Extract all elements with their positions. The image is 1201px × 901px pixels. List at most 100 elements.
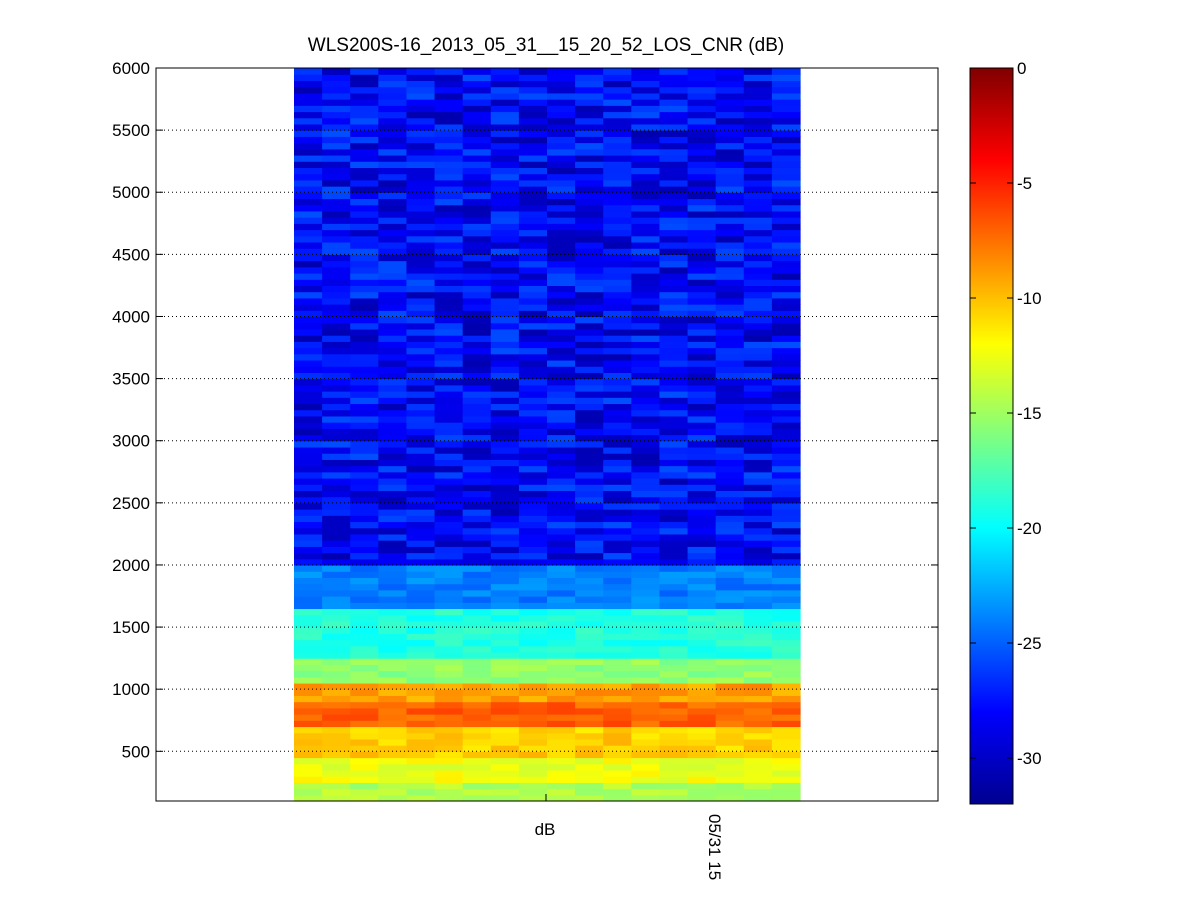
- heatmap-cell: [322, 297, 351, 305]
- heatmap-cell: [771, 751, 801, 759]
- heatmap-cell: [518, 564, 548, 572]
- heatmap-cell: [490, 651, 520, 659]
- heatmap-cell: [490, 627, 520, 634]
- heatmap-cell: [743, 86, 773, 94]
- heatmap-cell: [490, 564, 520, 572]
- heatmap-cell: [322, 391, 351, 398]
- heatmap-cell: [659, 620, 689, 628]
- heatmap-cell: [547, 471, 576, 479]
- heatmap-cell: [378, 241, 408, 249]
- heatmap-cell: [434, 757, 464, 765]
- heatmap-cell: [462, 676, 492, 684]
- heatmap-cell: [771, 186, 801, 193]
- heatmap-cell: [603, 248, 632, 255]
- heatmap-cell: [603, 366, 632, 373]
- heatmap-cell: [771, 664, 801, 672]
- heatmap-cell: [462, 316, 492, 324]
- heatmap-cell: [378, 651, 408, 659]
- heatmap-cell: [659, 477, 689, 485]
- heatmap-cell: [490, 707, 520, 715]
- heatmap-cell: [687, 415, 717, 423]
- heatmap-cell: [631, 515, 661, 523]
- heatmap-cell: [547, 651, 576, 659]
- heatmap-cell: [631, 123, 661, 131]
- heatmap-cell: [322, 527, 351, 535]
- heatmap-cell: [771, 596, 801, 603]
- heatmap-cell: [434, 111, 464, 119]
- heatmap-cell: [631, 422, 661, 429]
- heatmap-cell: [715, 658, 745, 665]
- heatmap-cell: [659, 291, 689, 299]
- heatmap-cell: [378, 210, 408, 218]
- heatmap-cell: [378, 682, 408, 690]
- heatmap-cell: [659, 179, 689, 187]
- heatmap-cell: [659, 254, 689, 262]
- heatmap-cell: [659, 353, 689, 361]
- heatmap-cell: [575, 353, 604, 361]
- heatmap-cell: [434, 341, 464, 349]
- heatmap-cell: [378, 384, 408, 392]
- heatmap-cell: [771, 502, 801, 510]
- heatmap-cell: [462, 266, 492, 274]
- heatmap-cell: [490, 372, 520, 380]
- heatmap-cell: [659, 627, 689, 634]
- heatmap-cell: [378, 633, 408, 641]
- heatmap-cell: [771, 527, 801, 535]
- heatmap-cell: [518, 527, 548, 535]
- heatmap-cell: [547, 509, 576, 516]
- heatmap-cell: [575, 123, 604, 131]
- heatmap-cell: [350, 316, 379, 324]
- heatmap-cell: [771, 372, 801, 380]
- heatmap-cell: [743, 745, 773, 752]
- heatmap-cell: [350, 415, 379, 423]
- heatmap-cell: [350, 490, 379, 498]
- heatmap-cell: [575, 589, 604, 597]
- heatmap-cell: [771, 192, 801, 200]
- heatmap-cell: [687, 167, 717, 175]
- heatmap-cell: [659, 173, 689, 181]
- heatmap-cell: [603, 546, 632, 554]
- heatmap-cell: [406, 254, 436, 262]
- heatmap-cell: [350, 328, 379, 336]
- heatmap-cell: [603, 664, 632, 672]
- heatmap-cell: [490, 241, 520, 249]
- heatmap-cell: [322, 167, 351, 175]
- heatmap-cell: [659, 359, 689, 367]
- heatmap-cell: [378, 167, 408, 175]
- heatmap-cell: [462, 701, 492, 709]
- heatmap-cell: [406, 266, 436, 274]
- heatmap-cell: [631, 738, 661, 746]
- heatmap-cell: [462, 564, 492, 572]
- heatmap-cell: [631, 148, 661, 156]
- heatmap-cell: [631, 496, 661, 504]
- heatmap-cell: [659, 502, 689, 510]
- heatmap-cell: [715, 645, 745, 653]
- heatmap-cell: [575, 347, 604, 355]
- heatmap-cell: [743, 154, 773, 162]
- heatmap-cell: [771, 689, 801, 696]
- heatmap-cell: [322, 714, 351, 721]
- heatmap-cell: [406, 577, 436, 585]
- heatmap-cell: [322, 68, 351, 75]
- heatmap-cell: [378, 676, 408, 684]
- heatmap-cell: [659, 378, 689, 386]
- heatmap-cell: [687, 328, 717, 336]
- heatmap-cell: [322, 453, 351, 460]
- heatmap-cell: [743, 794, 773, 802]
- heatmap-cell: [659, 682, 689, 690]
- heatmap-cell: [603, 316, 632, 324]
- heatmap-cell: [406, 527, 436, 535]
- heatmap-cell: [547, 161, 576, 168]
- heatmap-cell: [378, 92, 408, 100]
- heatmap-cell: [350, 484, 379, 491]
- heatmap-cell: [715, 322, 745, 330]
- heatmap-cell: [547, 477, 576, 485]
- heatmap-cell: [518, 477, 548, 485]
- heatmap-cell: [631, 453, 661, 460]
- heatmap-cell: [350, 105, 379, 113]
- heatmap-cell: [434, 285, 464, 293]
- heatmap-cell: [575, 359, 604, 367]
- heatmap-cell: [631, 658, 661, 665]
- heatmap-cell: [631, 359, 661, 367]
- heatmap-cell: [603, 769, 632, 777]
